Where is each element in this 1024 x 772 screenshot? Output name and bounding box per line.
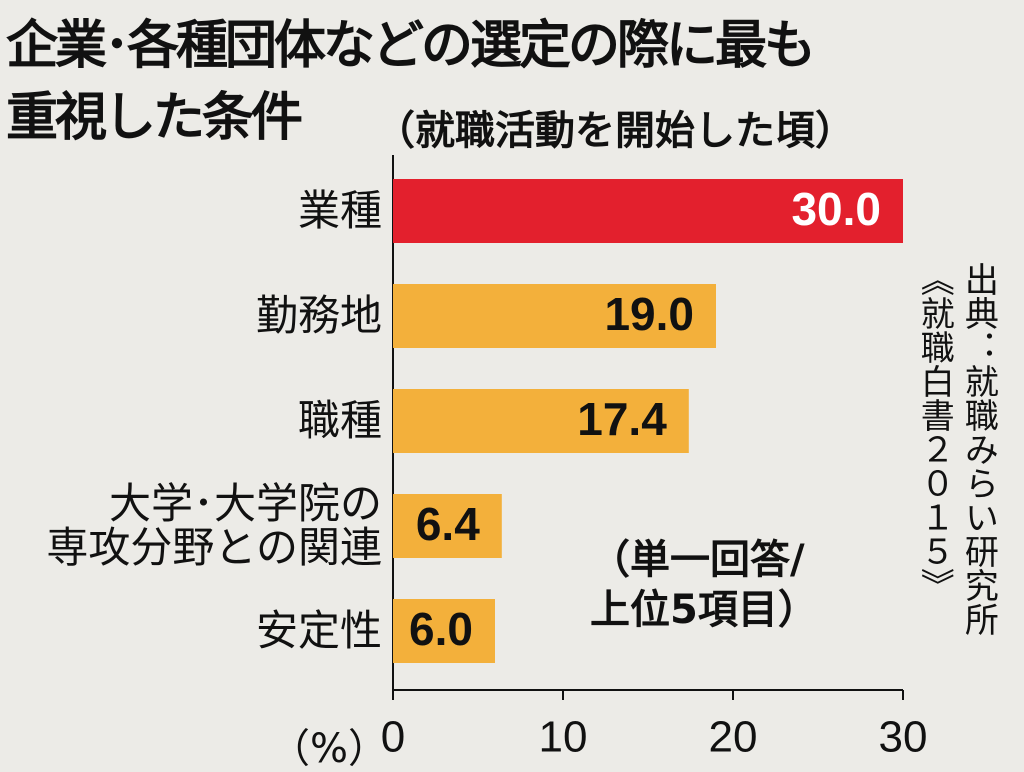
x-tick-label: 30	[879, 713, 928, 762]
chart-title: 重視した条件	[6, 88, 303, 148]
y-tick-label: 大学･大学院の 専攻分野との関連	[46, 479, 382, 573]
value-label: 30.0	[791, 183, 881, 235]
bar	[393, 389, 689, 453]
bar	[393, 494, 502, 558]
note: （単一回答/ 上位5項目）	[590, 537, 818, 633]
value-label: 6.4	[416, 498, 480, 550]
y-tick-label: 安定性	[255, 606, 382, 655]
source: 出典：就職みらい研究所 《就職白書２０１５》	[914, 262, 999, 636]
x-tick-label: 20	[709, 713, 758, 762]
chart-subtitle: （就職活動を開始した頃）	[375, 108, 855, 154]
bar	[393, 284, 716, 348]
y-tick-label: 業種	[297, 186, 382, 235]
bar	[393, 179, 903, 243]
x-tick-label: 0	[381, 713, 405, 762]
chart-title: 企業･各種団体などの選定の際に最も	[6, 16, 816, 76]
x-tick-label: 10	[539, 713, 588, 762]
x-axis-label: （%）	[270, 726, 389, 772]
bar	[393, 599, 495, 663]
value-label: 6.0	[409, 603, 473, 655]
value-label: 17.4	[577, 393, 667, 445]
y-tick-label: 職種	[297, 396, 382, 445]
y-tick-label: 勤務地	[255, 291, 382, 340]
value-label: 19.0	[604, 288, 694, 340]
